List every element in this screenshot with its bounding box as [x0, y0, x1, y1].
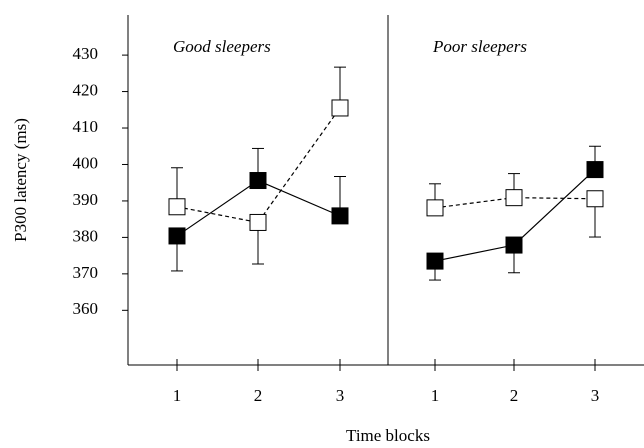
y-tick-label: 410 [73, 117, 99, 136]
marker [249, 213, 267, 231]
x-tick-label: 2 [254, 386, 263, 405]
marker [505, 236, 523, 254]
y-tick-label: 400 [73, 153, 99, 172]
x-axis-label: Time blocks [346, 426, 430, 445]
x-tick-label: 1 [173, 386, 182, 405]
panel-title: Good sleepers [173, 37, 271, 56]
y-axis-label: P300 latency (ms) [11, 118, 30, 242]
panel-title: Poor sleepers [432, 37, 527, 56]
x-tick-label: 1 [431, 386, 440, 405]
marker [426, 252, 444, 270]
y-tick-label: 430 [73, 44, 99, 63]
series-line [176, 107, 341, 224]
marker [168, 198, 186, 216]
marker [331, 99, 349, 117]
marker [586, 161, 604, 179]
y-tick-label: 420 [73, 80, 99, 99]
marker [586, 190, 604, 208]
y-tick-label: 360 [73, 299, 99, 318]
y-tick-label: 380 [73, 226, 99, 245]
y-tick-label: 390 [73, 190, 99, 209]
marker [426, 199, 444, 217]
marker [249, 172, 267, 190]
x-tick-label: 2 [510, 386, 519, 405]
x-tick-label: 3 [591, 386, 600, 405]
x-tick-label: 3 [336, 386, 345, 405]
marker [168, 227, 186, 245]
y-tick-label: 370 [73, 263, 99, 282]
marker [331, 207, 349, 225]
marker [505, 189, 523, 207]
